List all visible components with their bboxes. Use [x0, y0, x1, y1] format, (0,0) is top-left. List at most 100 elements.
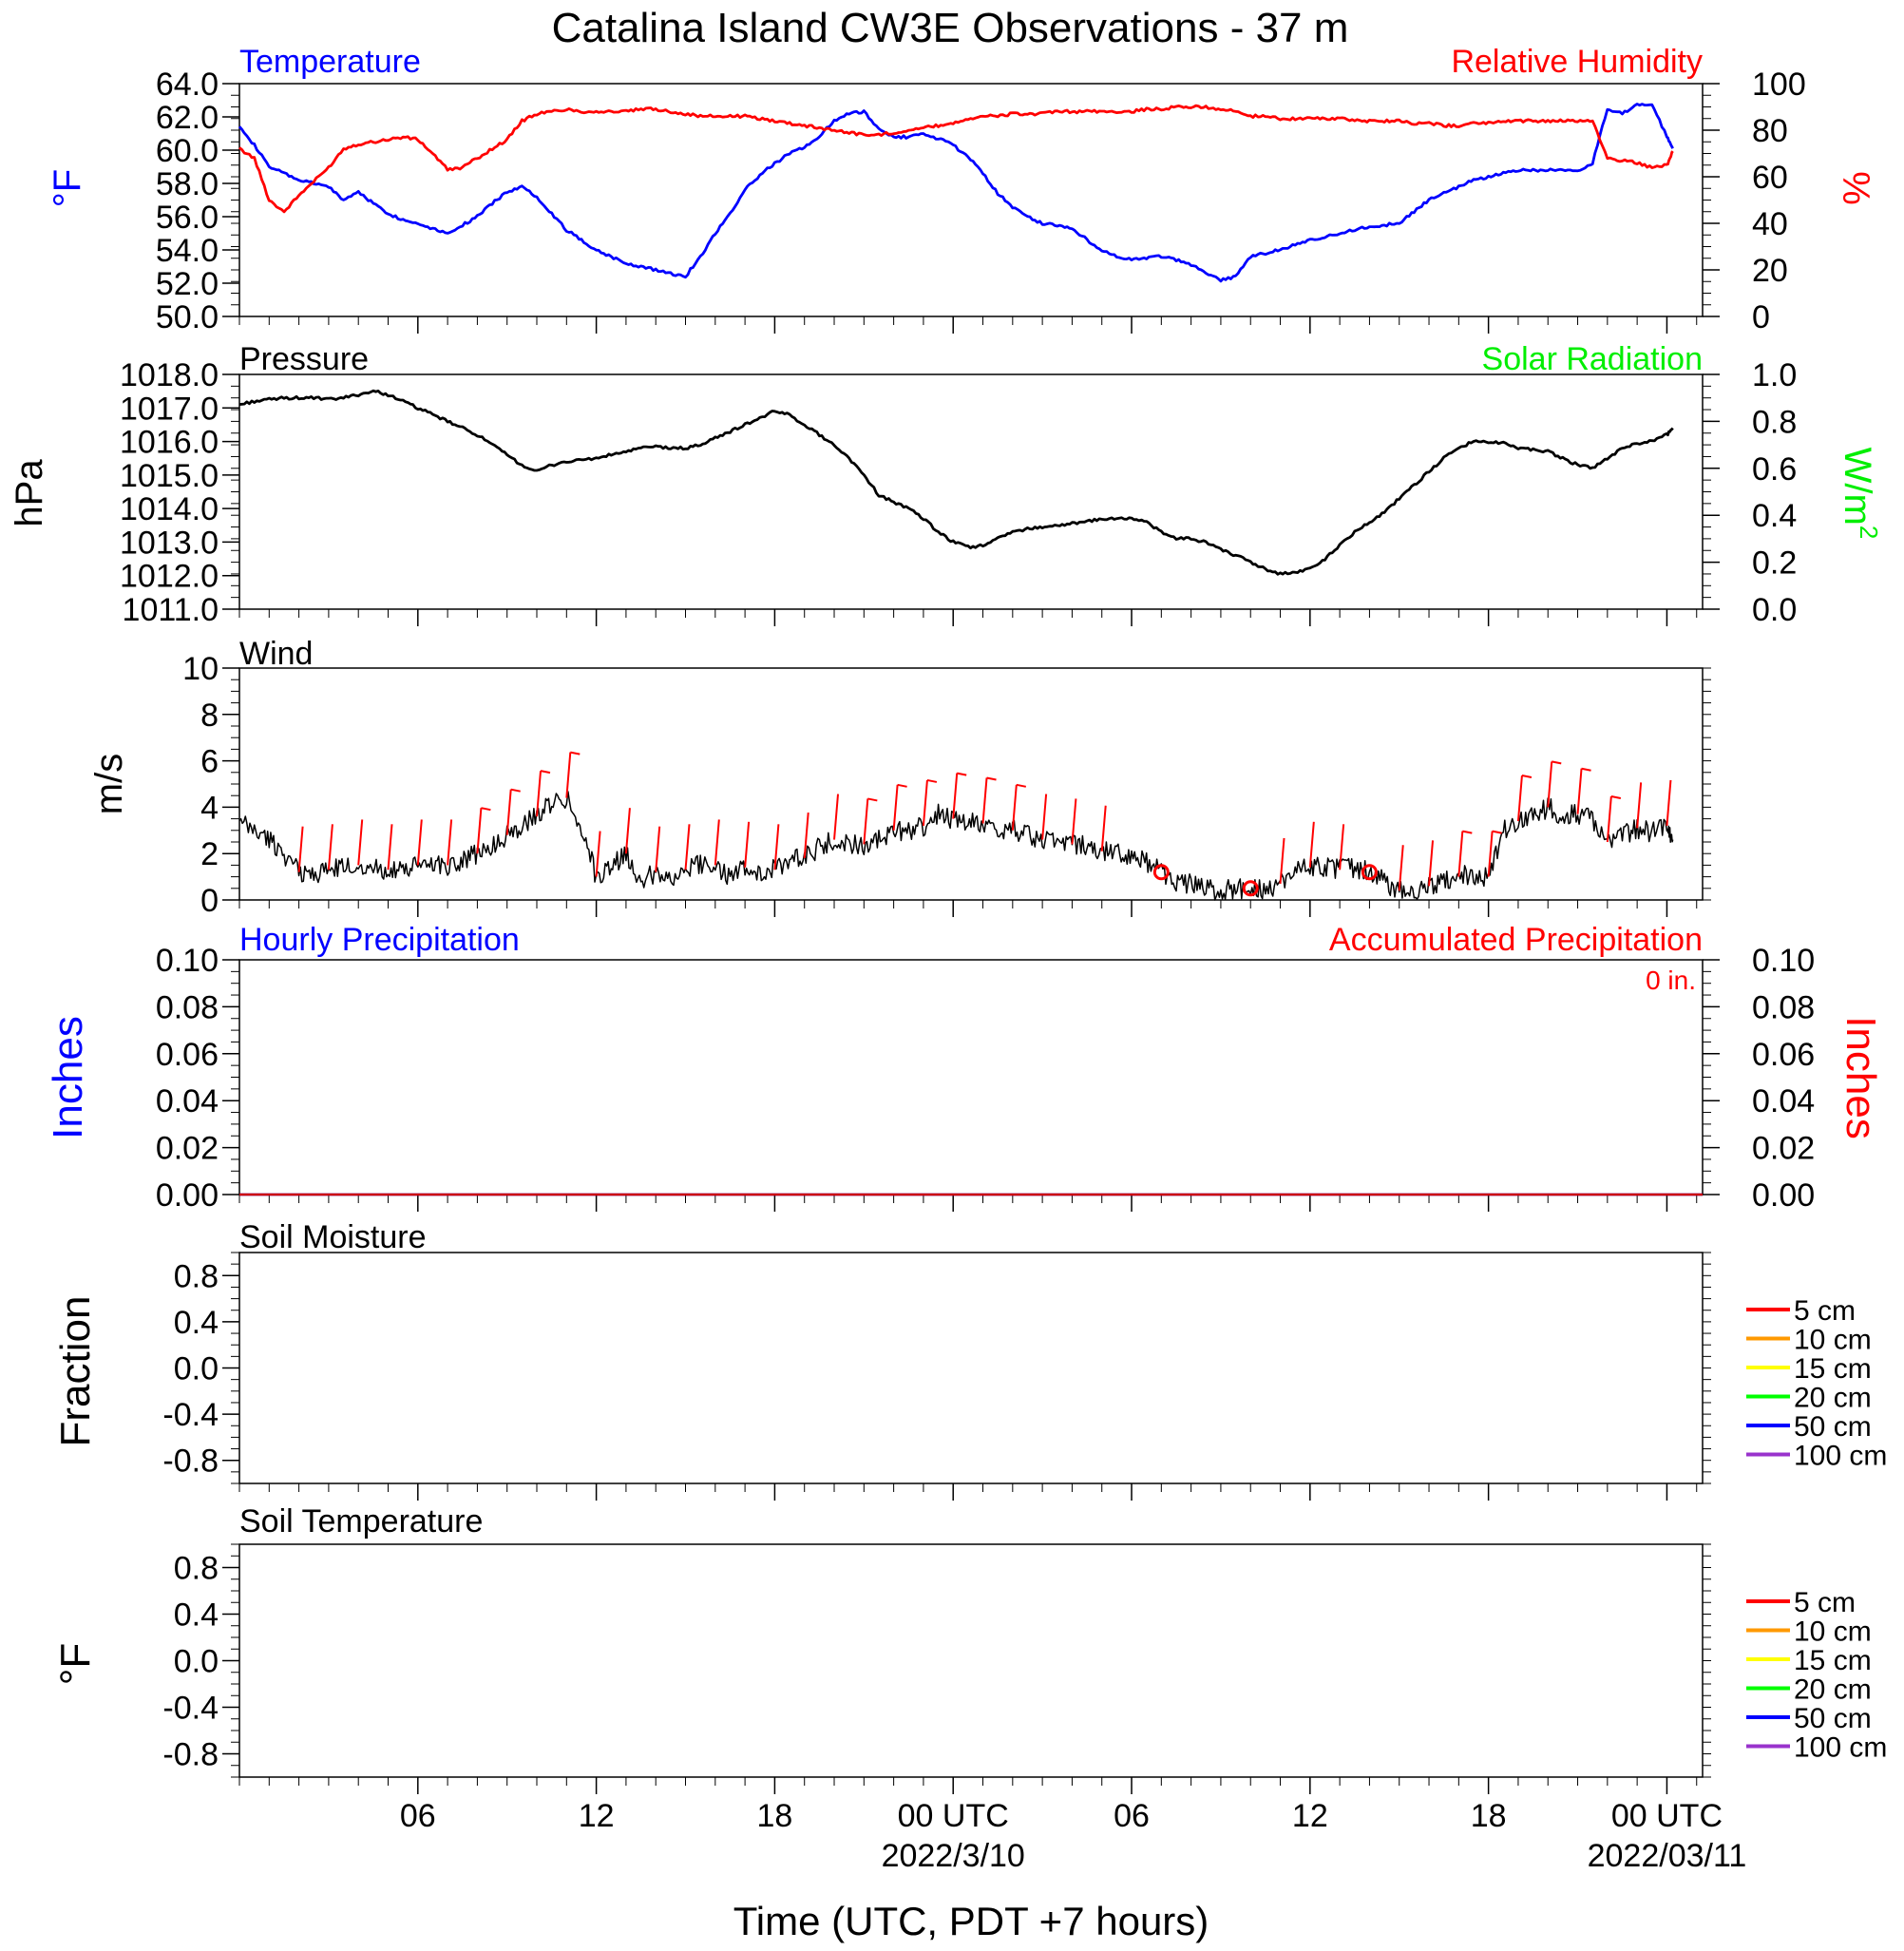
time-tick-label: 00 UTC [898, 1798, 1009, 1834]
wind-barb-feather [481, 807, 491, 812]
right-tick-label: 0.06 [1752, 1037, 1815, 1073]
wind-barb-staff [624, 808, 631, 854]
ylabel-soil-temperature: °F [52, 1643, 99, 1685]
wind-barb-staff [1011, 784, 1018, 831]
wind-barb-feather [926, 778, 938, 783]
wind-barb-feather [1581, 767, 1591, 772]
ylabel-pressure: hPa [9, 459, 50, 527]
right-tick-label: 40 [1752, 206, 1788, 242]
panel-soil-moisture: Soil Moisture Fraction -0.8 -0.4 0.0 0.4 0.8… [52, 1219, 1887, 1501]
right-tick-label: 0.0 [1752, 592, 1797, 628]
wind-barb-feather [570, 751, 581, 756]
wind-barb-staff [981, 777, 988, 824]
ylabel-accumulated-precipitation: Inches [1837, 1016, 1884, 1139]
left-tick-label: 52.0 [156, 266, 219, 302]
left-tick-label: 0.8 [174, 1258, 219, 1294]
right-tick-label: 20 [1752, 253, 1788, 289]
right-tick-label: 0 [1752, 299, 1770, 335]
plot-frame [238, 373, 1704, 610]
legend-label: 15 cm [1794, 1645, 1872, 1676]
plot-frame [238, 1543, 1704, 1778]
wind-barb-staff [1339, 824, 1345, 870]
left-tick-label: 0.0 [174, 1644, 219, 1680]
wind-barb-feather [1610, 795, 1622, 799]
wind-barb-calm [1361, 864, 1378, 881]
wind-barb-staff [387, 824, 393, 870]
left-tick-label: -0.8 [162, 1737, 219, 1773]
legend-label: 15 cm [1794, 1353, 1872, 1385]
wind-barb-staff [1636, 782, 1643, 829]
panel-pressure-solar: Pressure Solar Radiation hPa W/m2 1011.0… [9, 341, 1883, 628]
wind-barb-staff [922, 779, 928, 827]
panel-title-temperature: Temperature [239, 44, 421, 80]
ylabel-solar-radiation-exponent: 2 [1855, 526, 1883, 539]
left-tick-label: 1018.0 [120, 357, 219, 393]
wind-barb-staff [297, 826, 304, 872]
panel-precipitation: Hourly Precipitation Accumulated Precipi… [45, 922, 1884, 1214]
wind-barb-staff [744, 821, 751, 868]
right-tick-label: 80 [1752, 113, 1788, 149]
left-tick-label: 0.8 [174, 1551, 219, 1587]
wind-barb-staff [1041, 794, 1048, 840]
left-tick-label: 0 [200, 883, 219, 919]
time-tick-label: 00 UTC [1611, 1798, 1723, 1834]
wind-barb-feather [540, 770, 551, 775]
right-tick-label: 0.2 [1752, 545, 1797, 582]
left-tick-label: 6 [200, 744, 219, 780]
time-date-label: 2022/03/11 [1588, 1838, 1747, 1874]
wind-barb-feather [1552, 760, 1562, 765]
wind-barb-staff [655, 826, 661, 872]
ylabel-soil-moisture: Fraction [52, 1296, 99, 1447]
time-tick-label: 18 [757, 1798, 793, 1834]
wind-barb-calm [1152, 864, 1170, 881]
wind-barb-staff [1428, 840, 1435, 887]
wind-barb-staff [505, 789, 512, 835]
wind-barb-staff [476, 808, 483, 854]
wind-barb-feather [1492, 830, 1502, 834]
time-tick-label: 06 [1114, 1798, 1150, 1834]
wind-barb-feather [510, 788, 521, 793]
panel-title-relative-humidity: Relative Humidity [1451, 44, 1703, 80]
wind-barb-staff [447, 819, 453, 866]
left-tick-label: 0.06 [156, 1037, 219, 1073]
right-tick-label: 0.10 [1752, 943, 1815, 979]
left-tick-label: 0.4 [174, 1305, 219, 1341]
ylabel-hourly-precipitation: Inches [45, 1016, 91, 1139]
legend-label: 10 cm [1794, 1325, 1872, 1356]
wind-barb-staff [1100, 805, 1107, 851]
left-tick-label: 1016.0 [120, 425, 219, 461]
time-axis: 06 12 18 00 UTC 2022/3/10 06 12 18 00 UTC 2022/03… [400, 1798, 1746, 1874]
wind-barb-staff [1398, 845, 1404, 891]
x-axis-label: Time (UTC, PDT +7 hours) [733, 1899, 1209, 1943]
left-tick-label: 0.10 [156, 943, 219, 979]
left-tick-label: 0.0 [174, 1351, 219, 1387]
right-tick-label: 0.00 [1752, 1177, 1815, 1214]
time-date-label: 2022/3/10 [882, 1838, 1025, 1874]
wind-barb-staff [1071, 798, 1077, 845]
left-tick-label: 0.02 [156, 1131, 219, 1167]
left-tick-label: -0.8 [162, 1444, 219, 1480]
wind-barb-staff [357, 819, 364, 866]
panel-title-solar-radiation: Solar Radiation [1482, 341, 1703, 377]
right-tick-label: 0.02 [1752, 1131, 1815, 1167]
legend-label: 50 cm [1794, 1703, 1872, 1734]
left-tick-label: 10 [182, 651, 219, 687]
left-tick-label: 0.4 [174, 1597, 219, 1634]
left-tick-label: 0.00 [156, 1177, 219, 1214]
left-tick-label: 1012.0 [120, 559, 219, 595]
left-tick-label: 0.08 [156, 989, 219, 1025]
left-tick-label: 8 [200, 698, 219, 734]
wind-barb-staff [595, 831, 601, 877]
ylabel-temperature: °F [47, 169, 88, 207]
plot-frame [238, 1252, 1704, 1484]
plot-frame [238, 959, 1704, 1195]
right-tick-label: 60 [1752, 160, 1788, 196]
panel-title-accumulated-precipitation: Accumulated Precipitation [1329, 922, 1703, 958]
wind-barb-staff [1547, 761, 1553, 808]
left-tick-label: 4 [200, 790, 219, 826]
wind-barb-staff [773, 824, 780, 870]
left-tick-label: 0.04 [156, 1083, 219, 1119]
left-tick-label: 56.0 [156, 200, 219, 236]
left-tick-label: 1011.0 [123, 592, 219, 628]
